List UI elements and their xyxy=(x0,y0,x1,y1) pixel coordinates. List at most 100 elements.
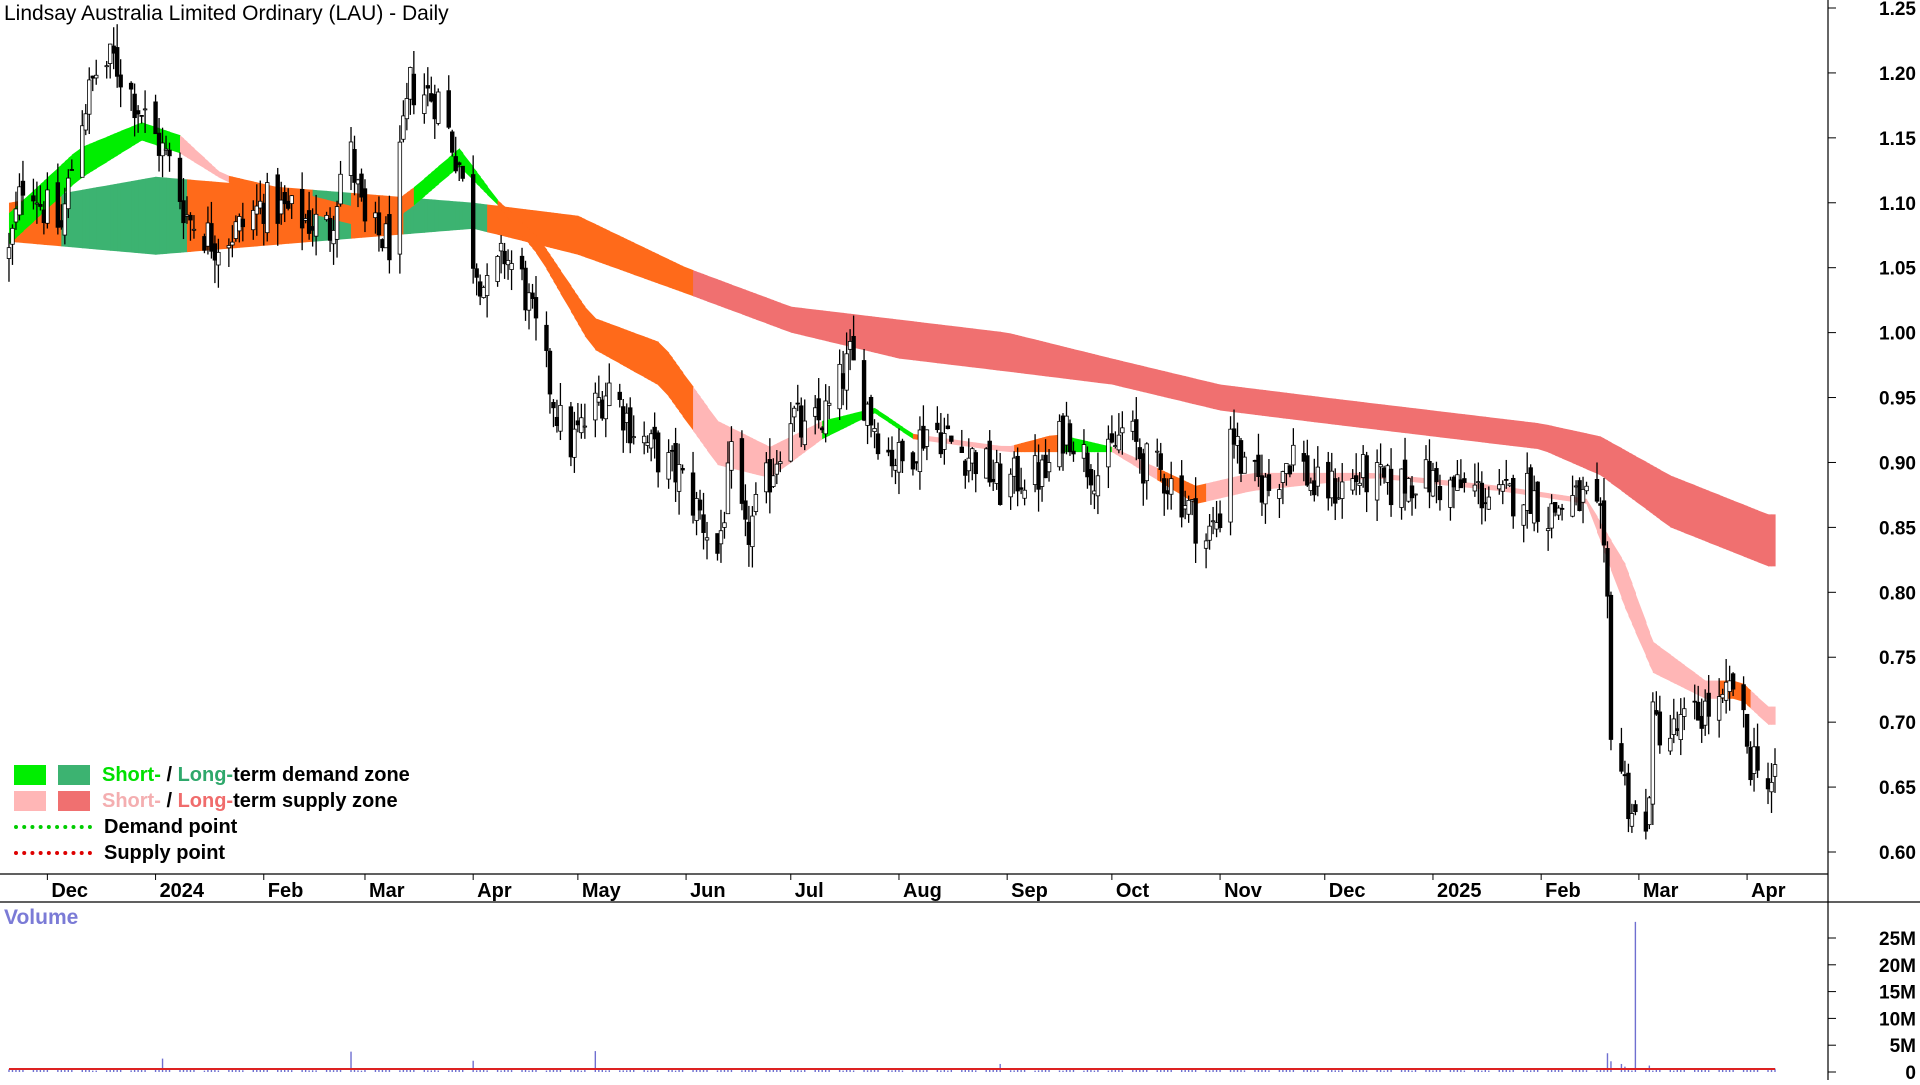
price-bar-body xyxy=(460,165,465,179)
long-zone-segment xyxy=(1206,381,1211,409)
long-zone-segment xyxy=(947,325,952,365)
price-bar-body xyxy=(1528,467,1533,514)
price-bar-body xyxy=(593,392,598,421)
price-bar-body xyxy=(139,114,144,117)
price-bar-body xyxy=(544,324,549,351)
price-bar-body xyxy=(59,220,64,228)
short-zone-segment xyxy=(497,200,502,210)
y-tick-label: 0.60 xyxy=(1879,843,1916,864)
long-zone-segment xyxy=(1401,406,1406,434)
short-zone-segment xyxy=(1094,442,1099,453)
long-zone-segment xyxy=(1017,335,1022,374)
price-bar-body xyxy=(1619,743,1624,772)
long-zone-segment xyxy=(1673,476,1678,531)
long-zone-segment xyxy=(1115,359,1120,387)
price-bar-body xyxy=(1141,453,1146,484)
long-zone-segment xyxy=(1412,408,1417,435)
long-zone-segment xyxy=(1279,391,1284,419)
short-zone-segment xyxy=(1750,690,1755,712)
price-bar-body xyxy=(970,448,975,464)
price-bar-body xyxy=(470,174,476,269)
long-zone-segment xyxy=(853,314,865,351)
short-zone-segment xyxy=(239,178,244,190)
long-zone-segment xyxy=(790,306,795,334)
long-zone-segment xyxy=(1698,486,1703,540)
long-zone-segment xyxy=(1268,390,1280,418)
long-zone-segment xyxy=(1181,375,1186,403)
price-bar-body xyxy=(1643,811,1649,832)
price-bar-body xyxy=(1769,781,1774,793)
long-zone-segment xyxy=(1509,419,1514,447)
long-zone-segment xyxy=(1628,452,1633,499)
short-zone-segment xyxy=(1506,486,1511,493)
price-bar-body xyxy=(107,43,113,64)
long-zone-segment xyxy=(89,187,94,250)
long-zone-segment xyxy=(1701,487,1706,542)
price-bar-body xyxy=(156,132,162,156)
price-bar-body xyxy=(1559,507,1565,510)
price-bar-body xyxy=(474,268,479,278)
long-zone-segment xyxy=(1244,387,1256,415)
long-zone-segment xyxy=(483,204,488,233)
short-zone-segment xyxy=(535,235,548,270)
price-bar-body xyxy=(1130,420,1136,432)
price-bar-body xyxy=(313,213,319,237)
price-bar-body xyxy=(729,441,734,471)
price-bar-body xyxy=(533,297,539,319)
price-bar-body xyxy=(352,149,357,183)
price-bar-body xyxy=(1772,764,1778,777)
price-bar-body xyxy=(226,245,232,249)
price-bar-body xyxy=(69,169,75,171)
price-bar-body xyxy=(1350,478,1355,491)
x-tick-label: Feb xyxy=(268,880,304,902)
short-zone-segment xyxy=(1698,675,1703,698)
price-bar-body xyxy=(1032,455,1038,485)
price-bar-body xyxy=(1751,746,1757,774)
price-bar-body xyxy=(1549,503,1554,529)
short-zone-segment xyxy=(1628,573,1633,625)
short-zone-segment xyxy=(972,442,977,448)
long-zone-segment xyxy=(989,330,994,370)
long-zone-segment xyxy=(145,176,157,255)
long-zone-segment xyxy=(1384,404,1389,432)
price-bar-body xyxy=(1696,701,1701,721)
long-zone-segment xyxy=(1254,388,1260,416)
long-zone-segment xyxy=(891,318,897,358)
legend-short-text: Short- xyxy=(102,763,161,786)
long-zone-segment xyxy=(448,200,453,231)
long-zone-segment xyxy=(1457,413,1462,440)
price-bar-body xyxy=(921,425,926,449)
long-zone-segment xyxy=(480,203,485,232)
long-zone-segment xyxy=(937,324,942,364)
short-supply-swatch xyxy=(14,791,46,811)
price-bar-body xyxy=(477,281,483,297)
long-zone-segment xyxy=(1310,395,1315,423)
price-bar-body xyxy=(258,200,263,209)
short-zone-segment xyxy=(190,144,195,163)
short-zone-segment xyxy=(1551,493,1556,500)
short-zone-segment xyxy=(1649,631,1654,673)
price-bar-body xyxy=(840,373,846,389)
price-bar-body xyxy=(739,438,745,504)
price-bar-body xyxy=(495,256,500,282)
price-bar-body xyxy=(1741,684,1746,711)
price-bar-body xyxy=(205,222,211,247)
price-bar-body xyxy=(334,206,340,240)
price-bar-body xyxy=(1057,420,1062,468)
long-zone-segment xyxy=(1083,351,1089,382)
short-zone-segment xyxy=(85,143,90,176)
price-bar-body xyxy=(1228,428,1233,523)
price-bar-body xyxy=(285,200,291,209)
price-bar-body xyxy=(942,433,947,450)
price-bar-body xyxy=(128,82,134,90)
price-bar-body xyxy=(1259,475,1265,503)
long-zone-segment xyxy=(1363,402,1368,429)
short-zone-segment xyxy=(1185,480,1190,500)
long-zone-segment xyxy=(1073,349,1085,382)
price-bar-body xyxy=(1671,718,1676,735)
price-bar-body xyxy=(1217,513,1223,529)
short-zone-segment xyxy=(1558,494,1563,501)
price-bar-body xyxy=(819,427,825,431)
price-bar-body xyxy=(422,94,427,114)
